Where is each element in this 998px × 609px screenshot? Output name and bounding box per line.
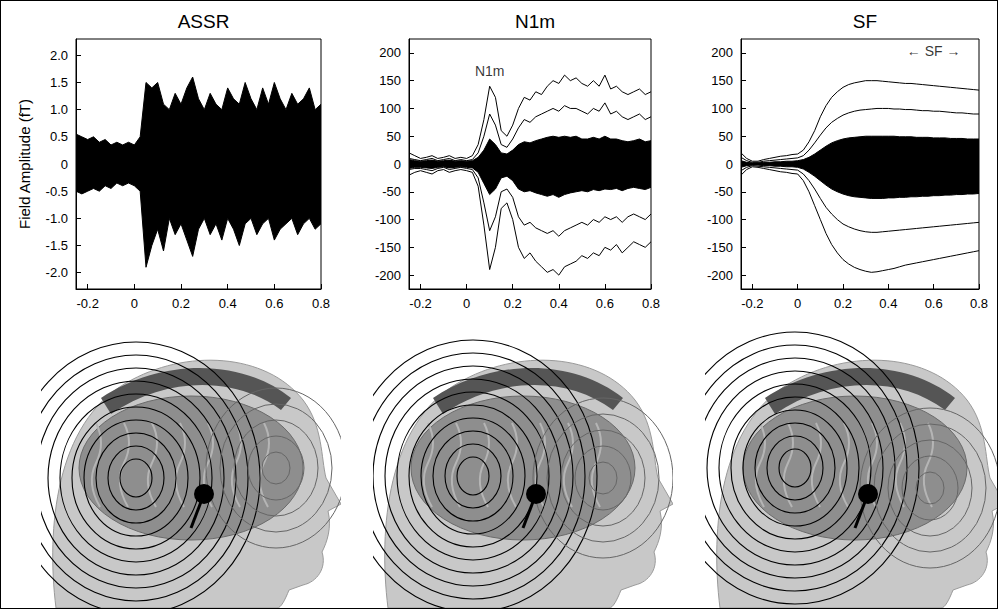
svg-text:1.5: 1.5 (50, 75, 68, 90)
svg-text:0.4: 0.4 (219, 296, 237, 311)
svg-text:0.2: 0.2 (504, 296, 522, 311)
svg-text:0.8: 0.8 (970, 296, 988, 311)
svg-text:-2.0: -2.0 (46, 265, 68, 280)
svg-text:0.4: 0.4 (879, 296, 897, 311)
svg-text:-50: -50 (382, 184, 401, 199)
svg-text:SF: SF (853, 11, 877, 32)
svg-text:0.6: 0.6 (596, 296, 614, 311)
svg-text:200: 200 (711, 45, 733, 60)
svg-text:50: 50 (719, 129, 733, 144)
svg-text:0: 0 (794, 296, 801, 311)
svg-text:0: 0 (131, 296, 138, 311)
svg-text:100: 100 (711, 101, 733, 116)
svg-text:-150: -150 (707, 240, 733, 255)
svg-text:-0.2: -0.2 (741, 296, 763, 311)
svg-text:0.2: 0.2 (172, 296, 190, 311)
svg-text:150: 150 (379, 73, 401, 88)
svg-text:0: 0 (61, 157, 68, 172)
svg-text:N1m: N1m (475, 63, 505, 79)
svg-text:Field Amplitude (fT): Field Amplitude (fT) (16, 99, 33, 229)
svg-text:← SF →: ← SF → (907, 43, 961, 59)
svg-text:-50: -50 (714, 184, 733, 199)
svg-text:2.0: 2.0 (50, 48, 68, 63)
svg-text:-0.5: -0.5 (46, 184, 68, 199)
svg-text:0: 0 (726, 157, 733, 172)
svg-text:0.5: 0.5 (50, 129, 68, 144)
svg-text:1.0: 1.0 (50, 102, 68, 117)
svg-text:-100: -100 (707, 212, 733, 227)
svg-text:-0.2: -0.2 (76, 296, 98, 311)
svg-text:ASSR: ASSR (178, 11, 230, 32)
svg-text:-150: -150 (375, 240, 401, 255)
svg-text:-0.2: -0.2 (409, 296, 431, 311)
svg-text:0.8: 0.8 (312, 296, 330, 311)
svg-text:0: 0 (463, 296, 470, 311)
svg-text:-1.5: -1.5 (46, 238, 68, 253)
svg-text:50: 50 (387, 129, 401, 144)
svg-text:0.2: 0.2 (834, 296, 852, 311)
svg-text:0.8: 0.8 (642, 296, 660, 311)
svg-text:-200: -200 (707, 268, 733, 283)
svg-text:0.6: 0.6 (925, 296, 943, 311)
svg-text:100: 100 (379, 101, 401, 116)
svg-text:-100: -100 (375, 212, 401, 227)
svg-text:-1.0: -1.0 (46, 211, 68, 226)
svg-text:150: 150 (711, 73, 733, 88)
svg-text:N1m: N1m (515, 11, 555, 32)
svg-text:-200: -200 (375, 268, 401, 283)
svg-text:0: 0 (394, 157, 401, 172)
svg-text:0.4: 0.4 (550, 296, 568, 311)
svg-text:0.6: 0.6 (265, 296, 283, 311)
svg-text:200: 200 (379, 45, 401, 60)
